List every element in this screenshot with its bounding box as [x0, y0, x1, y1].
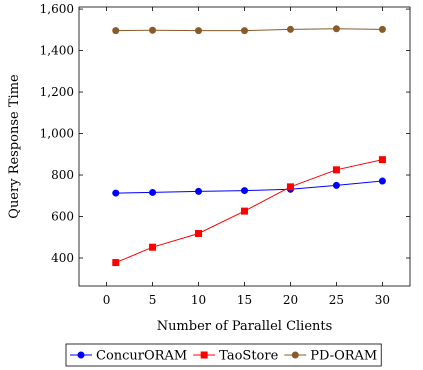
data-point-pd-oram — [195, 27, 203, 35]
legend-label-pd-oram: PD-ORAM — [310, 349, 377, 364]
legend-box — [65, 343, 382, 367]
data-point-concuroram — [112, 189, 120, 197]
y-tick-label: 600 — [51, 210, 74, 224]
y-tick-label: 1,600 — [40, 2, 74, 16]
y-tick-label: 1,200 — [40, 85, 74, 99]
data-point-taostore — [286, 183, 294, 191]
data-point-concuroram — [241, 187, 248, 195]
legend-marker-taostore — [200, 351, 208, 359]
x-tick-label: 25 — [329, 293, 344, 307]
data-point-taostore — [378, 156, 386, 164]
data-point-taostore — [195, 230, 203, 238]
data-point-taostore — [332, 166, 340, 174]
y-tick-label: 800 — [51, 168, 74, 182]
y-axis-label: Query Response Time — [7, 74, 22, 219]
series-layer — [112, 25, 386, 267]
data-point-pd-oram — [332, 25, 340, 33]
plot-area — [78, 6, 411, 287]
legend-label-concuroram: ConcurORAM — [96, 349, 187, 364]
legend-marker-concuroram — [77, 351, 85, 359]
data-point-taostore — [112, 259, 120, 267]
x-tick-label: 0 — [103, 293, 111, 307]
data-point-concuroram — [195, 187, 203, 195]
legend: ConcurORAM TaoStore PD-ORAM — [65, 343, 382, 367]
data-point-pd-oram — [286, 25, 294, 33]
data-point-pd-oram — [241, 27, 248, 35]
x-axis-label: Number of Parallel Clients — [157, 319, 333, 334]
x-tick-label: 30 — [375, 293, 390, 307]
x-tick-label: 10 — [191, 293, 206, 307]
data-point-concuroram — [378, 177, 386, 185]
legend-marker-pd-oram — [291, 351, 299, 359]
x-tick-label: 5 — [149, 293, 157, 307]
data-point-concuroram — [332, 181, 340, 189]
data-point-pd-oram — [378, 25, 386, 33]
y-tick-label: 400 — [51, 251, 74, 265]
legend-label-taostore: TaoStore — [219, 349, 278, 364]
x-tick-label: 15 — [237, 293, 252, 307]
y-tick-label: 1,400 — [40, 44, 74, 58]
data-point-pd-oram — [112, 27, 120, 35]
data-point-pd-oram — [149, 26, 157, 34]
data-point-taostore — [149, 243, 157, 251]
y-tick-label: 1,000 — [40, 127, 74, 141]
axis-ticks: 0 5 10 15 20 25 30 400 600 800 1,000 1,200 1,400 1,60… — [40, 2, 410, 307]
data-point-concuroram — [149, 188, 157, 196]
x-tick-label: 20 — [283, 293, 298, 307]
data-point-taostore — [241, 207, 248, 215]
